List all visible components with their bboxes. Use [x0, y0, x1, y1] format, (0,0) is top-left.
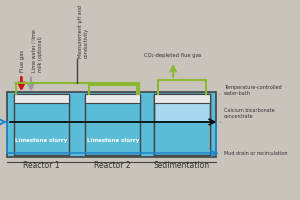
Text: Measurement pH and
conductivity: Measurement pH and conductivity — [78, 5, 89, 58]
Text: Sedimentation: Sedimentation — [154, 161, 210, 170]
Text: Lime water / lime
milk (optional): Lime water / lime milk (optional) — [32, 29, 43, 72]
Bar — [154, 94, 210, 155]
Bar — [7, 92, 216, 157]
Text: Limestone slurry: Limestone slurry — [15, 138, 68, 143]
Bar — [154, 94, 210, 155]
Bar — [14, 94, 69, 155]
Bar — [14, 94, 69, 103]
Bar — [85, 94, 140, 103]
Bar — [85, 94, 140, 155]
Bar — [154, 94, 210, 103]
Text: Mud drain or recirculation: Mud drain or recirculation — [224, 151, 288, 156]
Text: Reactor 2: Reactor 2 — [94, 161, 131, 170]
Text: Calcium bicarbonate
concentrate: Calcium bicarbonate concentrate — [224, 108, 275, 119]
Text: Reactor 1: Reactor 1 — [23, 161, 60, 170]
Text: Flue gas: Flue gas — [20, 50, 26, 72]
Bar — [154, 121, 209, 155]
Text: Limestone slurry: Limestone slurry — [86, 138, 139, 143]
Text: Temperature-controlled
water-bath: Temperature-controlled water-bath — [224, 85, 282, 96]
Text: CO₂-depleted flue gas: CO₂-depleted flue gas — [144, 53, 202, 58]
